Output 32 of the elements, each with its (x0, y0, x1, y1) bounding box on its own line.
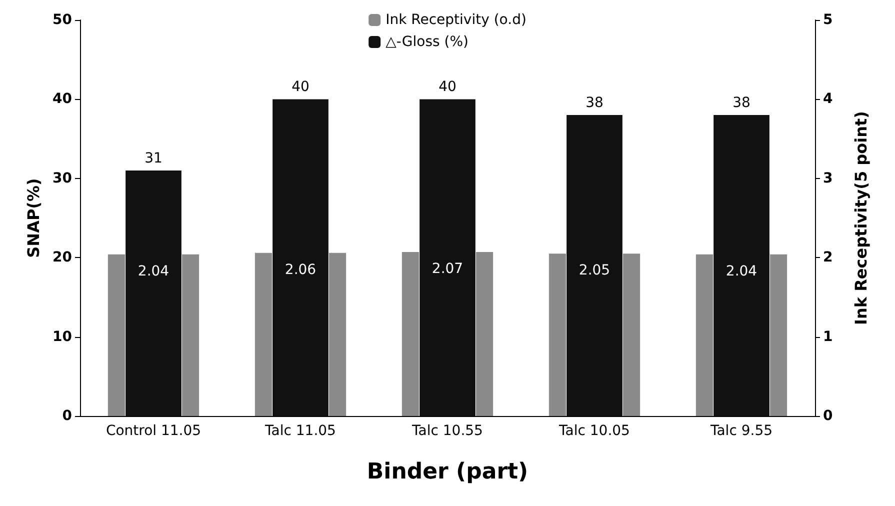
y2-tick-label: 5 (823, 12, 833, 28)
y-tick-label: 10 (52, 328, 72, 345)
data-label: 40 (292, 79, 310, 96)
y-tick-label: 50 (52, 12, 72, 28)
data-label: 38 (732, 95, 750, 112)
y-tick-label: 40 (52, 91, 72, 108)
x-tick-label: Talc 10.05 (558, 423, 630, 439)
data-label: 2.04 (726, 263, 758, 280)
x-tick-label: Control 11.05 (106, 423, 202, 439)
data-label: 31 (144, 150, 162, 166)
data-label: 38 (586, 95, 604, 112)
data-label: 2.06 (284, 262, 316, 278)
data-label: 2.07 (432, 261, 464, 278)
y-tick-label: 30 (52, 170, 72, 186)
y-tick-label: 0 (62, 408, 72, 424)
y-tick-label: 20 (52, 250, 72, 266)
y2-tick-label: 1 (823, 328, 833, 345)
x-tick-label: Talc 10.55 (411, 423, 483, 439)
data-label: 2.05 (578, 262, 610, 279)
y2-tick-label: 4 (823, 91, 833, 108)
legend-label: Ink Receptivity (o.d) (386, 12, 526, 28)
y2-axis-title: Ink Receptivity(5 point) (852, 111, 870, 325)
x-axis-title: Binder (part) (366, 460, 528, 484)
data-label: 2.04 (138, 263, 170, 280)
y2-tick-label: 2 (823, 250, 833, 266)
y-axis-title: SNAP(%) (24, 178, 44, 258)
y2-tick-label: 0 (823, 408, 833, 424)
y2-tick-label: 3 (823, 170, 833, 186)
legend-label: △-Gloss (%) (386, 34, 468, 50)
data-label: 40 (438, 79, 456, 96)
x-tick-label: Talc 9.55 (709, 423, 773, 439)
x-tick-label: Talc 11.05 (264, 423, 336, 439)
